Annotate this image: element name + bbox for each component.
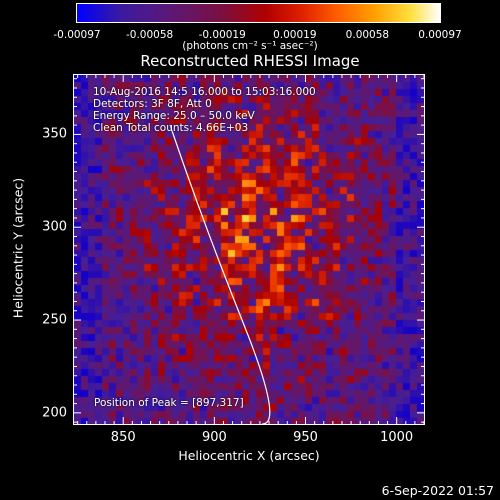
heatmap-image [74, 75, 424, 424]
colorbar-unit: (photons cm⁻² s⁻¹ asec⁻²) [182, 40, 318, 52]
colorbar-tick-label: 0.00019 [273, 29, 317, 41]
x-tick-label: 850 [110, 430, 136, 445]
colorbar-tick-label: -0.00019 [198, 29, 246, 41]
colorbar-tick-label: -0.00097 [53, 29, 101, 41]
colorbar-tick-label: 0.00097 [418, 29, 462, 41]
annotation-energy: Energy Range: 25.0 – 50.0 keV [93, 110, 255, 122]
y-axis-label: Heliocentric Y (arcsec) [10, 177, 26, 319]
x-axis-label: Heliocentric X (arcsec) [178, 448, 320, 463]
colorbar [76, 3, 441, 23]
y-tick-label: 200 [42, 405, 67, 421]
annotation-peak: Position of Peak = [897,317] [94, 397, 244, 409]
annotation-time: 10-Aug-2016 14:5 16.000 to 15:03:16.000 [93, 86, 316, 98]
y-tick-label: 250 [42, 312, 67, 328]
solar-limb-line [169, 124, 271, 424]
chart-title: Reconstructed RHESSI Image [140, 52, 360, 70]
x-tick-label: 900 [201, 430, 227, 445]
x-tick-label: 950 [293, 430, 318, 445]
plot-area: 10-Aug-2016 14:5 16.000 to 15:03:16.000 … [73, 74, 425, 425]
colorbar-tick-label: -0.00058 [125, 29, 174, 41]
plot-overlay [74, 75, 424, 424]
footer-date: 6-Sep-2022 01:57 [381, 483, 494, 498]
colorbar-tick-label: 0.00058 [345, 29, 390, 41]
annotation-detectors: Detectors: 3F 8F, Att 0 [93, 98, 212, 110]
x-tick-label: 1000 [380, 430, 414, 445]
y-tick-label: 350 [42, 126, 67, 142]
annotation-clean: Clean Total counts: 4.66E+03 [93, 122, 249, 134]
y-tick-label: 300 [42, 219, 67, 235]
